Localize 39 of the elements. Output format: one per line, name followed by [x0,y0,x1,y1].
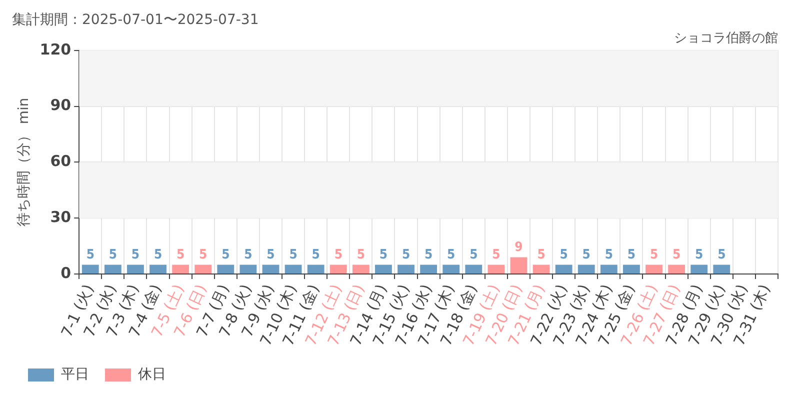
y-tick-label: 60 [50,152,72,170]
y-tick-label: 30 [50,208,72,226]
data-label: 5 [604,248,613,263]
data-label: 5 [492,248,500,263]
data-label: 5 [222,248,230,263]
data-label: 5 [447,248,456,263]
data-label: 5 [627,248,636,263]
data-label: 5 [402,248,410,263]
data-label: 5 [537,248,546,263]
data-label: 5 [108,248,117,263]
chart-subtitle: ショコラ伯爵の館 [674,30,778,46]
data-label: 5 [86,248,94,263]
data-label: 5 [334,248,342,263]
y-tick-label: 90 [50,96,72,114]
data-label: 5 [650,248,658,263]
data-label: 5 [379,248,388,263]
data-label: 5 [470,248,478,263]
data-label: 9 [514,240,523,256]
data-label: 5 [560,248,568,263]
data-label: 5 [424,248,433,263]
data-label: 5 [672,248,681,263]
data-label: 5 [289,248,298,263]
legend-label: 平日 [61,366,89,383]
chart-title: 集計期間：2025-07-01〜2025-07-31 [12,12,259,28]
data-label: 5 [199,248,208,263]
data-label: 5 [266,248,275,263]
y-axis-title: 待ち時間（分） min [16,98,32,227]
y-tick-label: 0 [60,264,72,282]
data-label: 5 [154,248,162,263]
data-label: 5 [244,248,252,263]
data-label: 5 [131,248,140,263]
data-label: 5 [718,248,726,263]
data-label: 5 [312,248,320,263]
data-label: 5 [695,248,704,263]
data-label: 5 [356,248,365,263]
y-tick-label: 120 [40,40,72,58]
legend-label: 休日 [138,366,166,383]
data-label: 5 [582,248,590,263]
data-label: 5 [176,248,185,263]
